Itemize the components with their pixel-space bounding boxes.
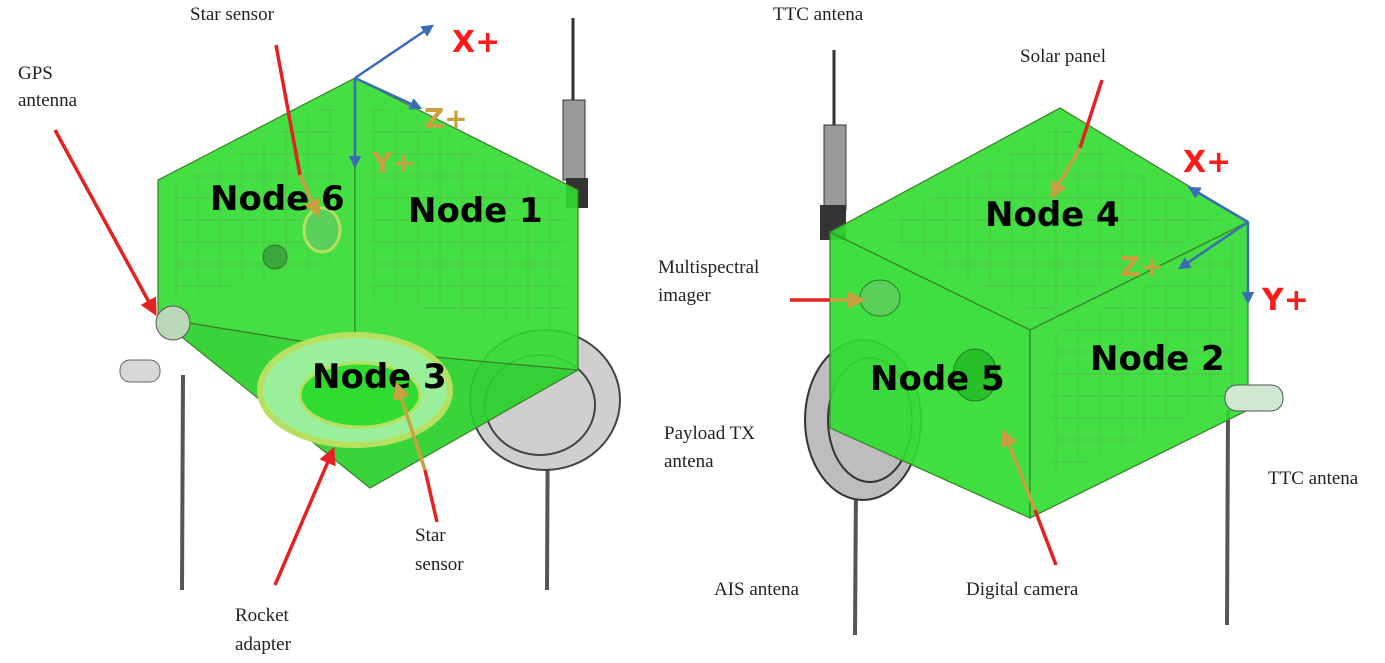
multispectral-imager-label-line2: imager [658,285,711,306]
gps-antenna-stub [119,359,161,383]
gps-antenna-disk [155,305,191,341]
solar-panel-arrow-red [1078,79,1104,149]
right-z-axis-label: Z+ [1120,250,1164,283]
rocket-adapter-label-line2: adapter [235,634,292,655]
gps-antenna-arrow [53,129,157,317]
digital-camera-arrow-orange [1001,428,1037,511]
star-sensor-bottom-arrow-orange [393,381,427,471]
node-2-label: Node 2 [1090,339,1225,379]
node-6-label: Node 6 [210,179,345,219]
multispectral-imager-lens [859,279,901,317]
right-leg-rod [853,479,858,636]
solar-panel-arrow-orange [1050,147,1082,200]
star-sensor-bottom-label-line1: Star [415,525,446,546]
gps-antenna-label-line2: antenna [18,90,78,111]
rocket-adapter-label-line1: Rocket [235,605,290,626]
digital-camera-lens [952,348,998,402]
multispectral-imager-label-line1: Multispectral [658,257,759,278]
ttc-antena-top-label: TTC antena [773,4,864,25]
left-antenna-body [562,99,586,181]
star-sensor-top-label: Star sensor [190,4,275,25]
left-x-axis-label: X+ [452,25,500,60]
star-sensor-top [302,206,342,254]
right-leg-rod [1225,409,1230,626]
left-y-axis-label: Y+ [371,146,416,179]
payload-tx-antena-label-line1: Payload TX [664,423,755,444]
node-3-label: Node 3 [312,357,447,397]
digital-camera-arrow-red [1033,509,1058,566]
node-4-label: Node 4 [985,195,1120,235]
x-axis-arrow-left [354,24,435,80]
digital-camera-label: Digital camera [966,579,1079,600]
z-axis-arrow-right [1177,220,1249,270]
payload-tx-antena-label-line2: antena [664,451,714,472]
z-axis-arrow-left [354,76,423,110]
left-leg-rod [180,374,185,591]
node-1-label: Node 1 [408,191,543,231]
ttc-antena-right-label: TTC antena [1268,468,1359,489]
right-x-axis-label: X+ [1183,145,1231,180]
solar-panel-label: Solar panel [1020,46,1106,67]
star-sensor-top-arrow-orange [298,174,321,218]
star-sensor-bottom-arrow-red [423,469,439,523]
star-sensor-top-arrow-red [274,44,302,176]
ttc-antena-right-stub [1224,384,1284,412]
right-y-axis-label: Y+ [1261,283,1309,318]
ais-antena-label: AIS antena [714,579,800,600]
left-z-axis-label: Z+ [424,102,468,135]
x-axis-arrow-right [1187,186,1249,224]
left-satellite: X+ Z+ Y+ Node 6 Node 1 Node 3 Star senso… [18,4,621,655]
star-sensor-bottom-label-line2: sensor [415,554,464,575]
right-satellite: X+ Z+ Y+ Node 4 Node 5 Node 2 TTC antena… [658,4,1359,636]
ttc-antena-top-body [823,124,847,211]
rocket-adapter-arrow [273,446,336,586]
node-5-label: Node 5 [870,359,1005,399]
gps-antenna-label-line1: GPS [18,63,53,84]
